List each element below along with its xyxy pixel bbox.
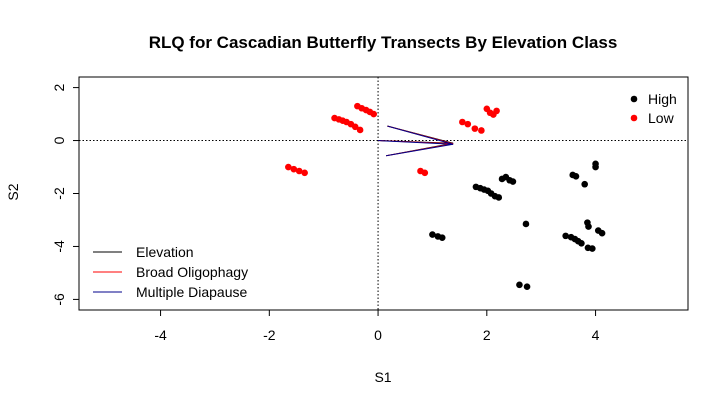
point-high	[516, 281, 523, 289]
x-tick-label: -4	[154, 327, 167, 343]
point-low	[459, 118, 466, 126]
x-tick-label: 0	[374, 327, 382, 343]
point-low	[421, 169, 429, 177]
point-low	[471, 125, 479, 132]
y-tick-label: -2	[51, 187, 67, 200]
point-low	[478, 127, 485, 134]
legend-label-elevation: Elevation	[136, 244, 194, 260]
y-tick-label: 0	[51, 136, 67, 144]
point-high	[598, 229, 606, 237]
point-high	[562, 232, 569, 240]
y-tick-label: -6	[51, 293, 67, 306]
point-low	[290, 165, 298, 173]
arrow-head	[387, 125, 454, 145]
point-low	[464, 120, 472, 128]
point-high	[509, 178, 517, 185]
point-high	[589, 245, 596, 252]
x-axis-label: S1	[374, 369, 391, 385]
point-high	[522, 220, 530, 228]
point-low	[493, 107, 500, 115]
point-low	[351, 123, 359, 131]
x-tick-label: -2	[263, 327, 276, 343]
point-low	[301, 169, 308, 177]
point-low	[356, 126, 364, 134]
legend-marker-high	[630, 95, 638, 103]
point-low	[370, 110, 378, 118]
chart-title: RLQ for Cascadian Butterfly Transects By…	[149, 33, 618, 52]
y-axis-label: S2	[5, 183, 21, 200]
x-tick-label: 2	[483, 327, 491, 343]
point-high	[592, 163, 599, 171]
point-low	[295, 167, 303, 175]
legend-label-high: High	[648, 91, 677, 107]
legend-label-broad-oligophagy: Broad Oligophagy	[136, 264, 248, 280]
point-high	[523, 283, 531, 291]
point-low	[285, 163, 292, 171]
legend-label-multiple-diapause: Multiple Diapause	[136, 284, 247, 300]
point-high	[578, 239, 585, 247]
plot-area: -4 -2 0 2 4 -6 -4 -2 0 2 High Low Elevation Broad Oli…	[51, 76, 689, 343]
point-high	[429, 231, 436, 238]
y-tick-label: -4	[51, 240, 67, 253]
arrow-multiple-diapause	[378, 140, 454, 145]
legend-label-low: Low	[648, 110, 675, 126]
point-high	[572, 172, 580, 180]
arrow-head	[386, 143, 454, 157]
point-high	[585, 223, 592, 230]
point-high	[438, 234, 446, 242]
point-high	[495, 194, 503, 201]
point-high	[581, 180, 588, 188]
x-tick-label: 4	[592, 327, 600, 343]
legend-marker-low	[630, 114, 638, 122]
y-tick-label: 2	[51, 83, 67, 91]
